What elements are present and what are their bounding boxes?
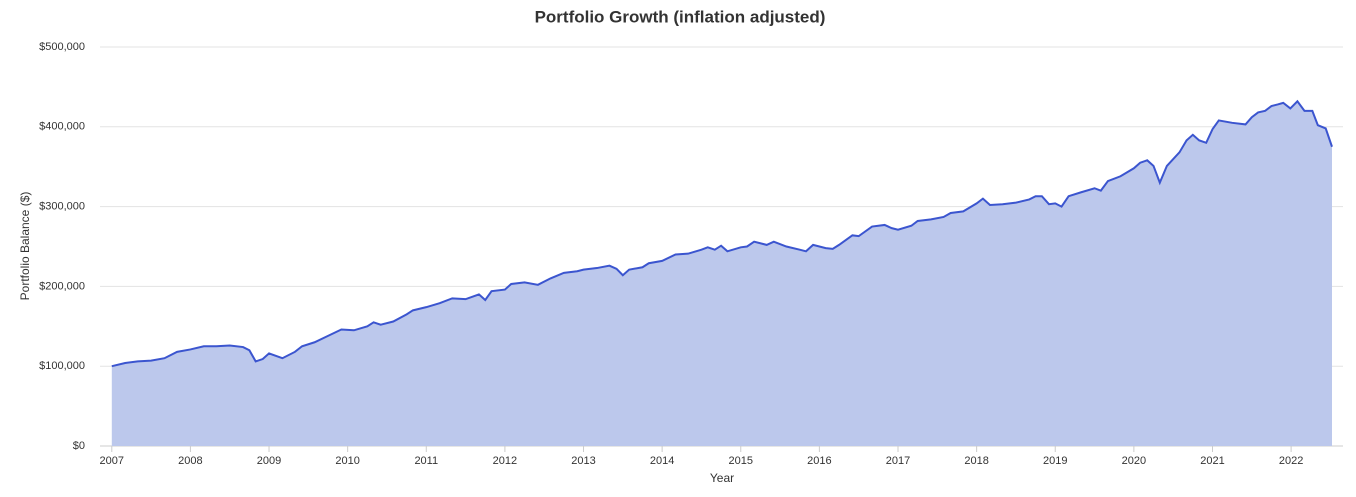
y-tick-label: $200,000 [39,280,85,292]
x-tick-label: 2015 [729,455,753,467]
x-axis-title: Year [710,471,734,485]
line [111,99,1333,368]
x-tick-label: 2020 [1122,455,1146,467]
y-axis-title: Portfolio Balance ($) [18,192,32,301]
x-tick-label: 2014 [650,455,674,467]
y-tick-label: $0 [73,440,85,452]
y-tick-label: $500,000 [39,41,85,53]
x-tick-label: 2018 [964,455,988,467]
area-fill [111,101,1332,446]
x-tick-label: 2008 [178,455,202,467]
x-tick-label: 2022 [1279,455,1303,467]
x-tick-label: 2009 [257,455,281,467]
x-tick-label: 2011 [414,455,438,467]
y-tick-label: $100,000 [39,360,85,372]
x-tick-label: 2013 [571,455,595,467]
y-tick-label: $400,000 [39,121,85,133]
chart-title: Portfolio Growth (inflation adjusted) [535,7,826,26]
x-tick-label: 2017 [886,455,910,467]
x-tick-label: 2007 [100,455,124,467]
y-tick-label: $300,000 [39,201,85,213]
x-tick-label: 2010 [335,455,359,467]
x-tick-label: 2019 [1043,455,1067,467]
x-tick-label: 2012 [493,455,517,467]
x-tick-label: 2016 [807,455,831,467]
x-tick-label: 2021 [1200,455,1224,467]
